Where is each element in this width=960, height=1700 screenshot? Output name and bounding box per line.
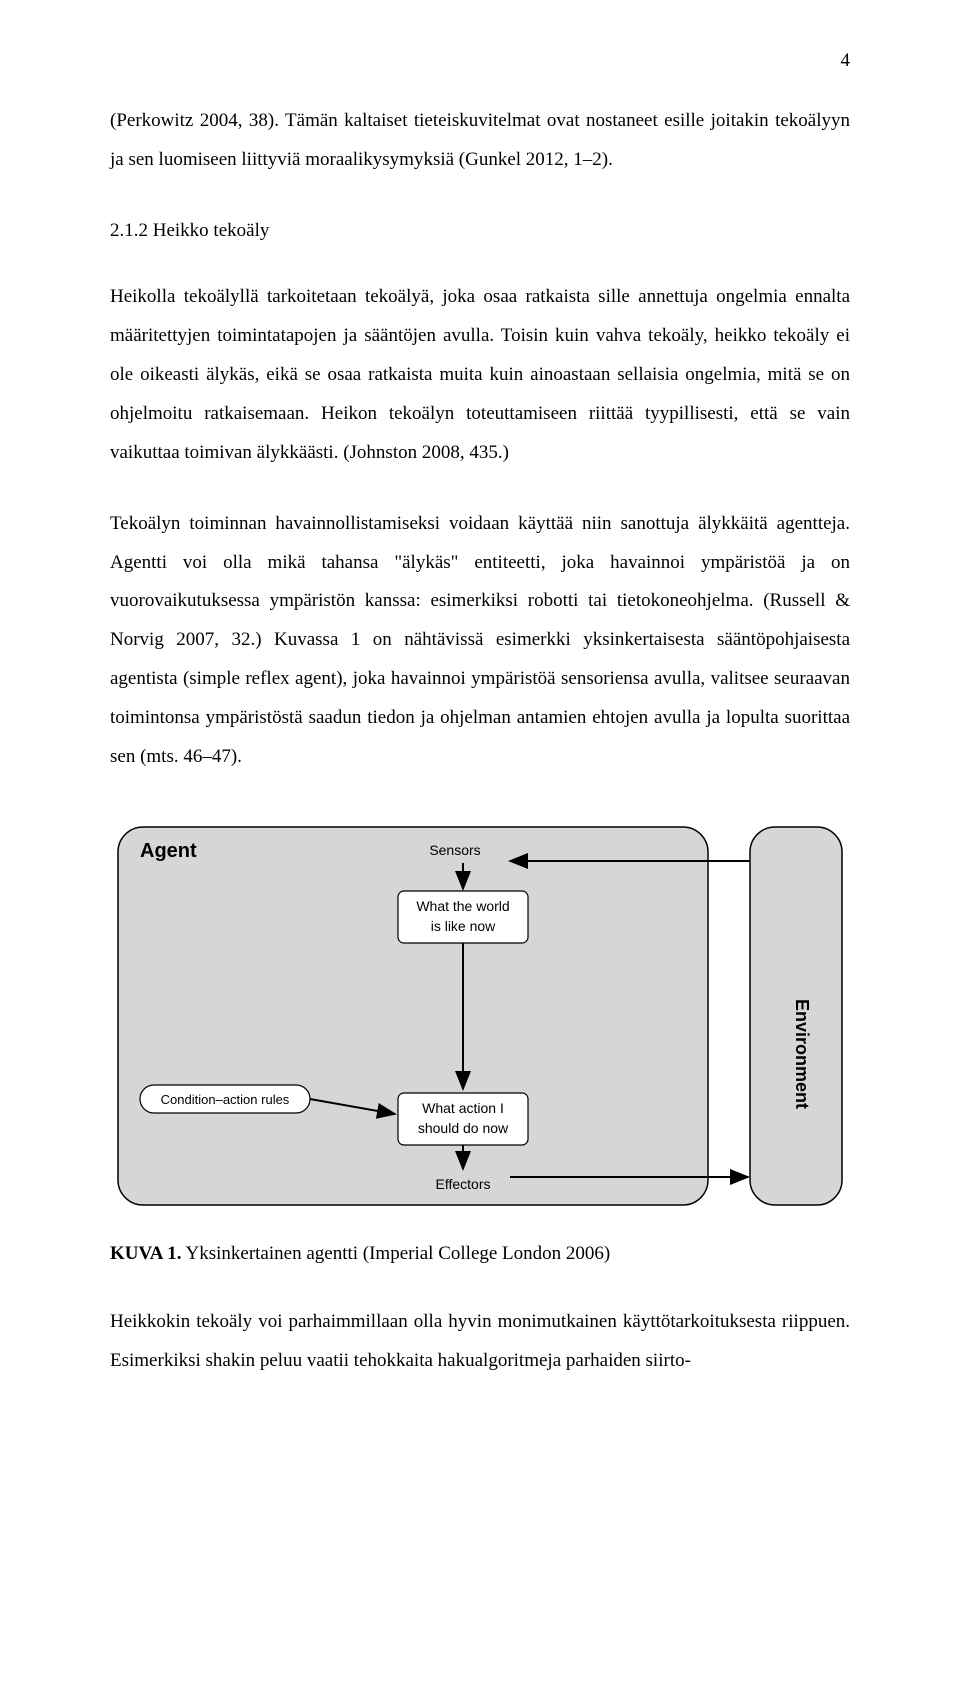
paragraph-1: (Perkowitz 2004, 38). Tämän kaltaiset ti… xyxy=(110,102,850,180)
effectors-label: Effectors xyxy=(436,1176,491,1192)
paragraph-2: Heikolla tekoälyllä tarkoitetaan tekoäly… xyxy=(110,278,850,473)
environment-label: Environment xyxy=(792,999,812,1109)
caption-text: Yksinkertainen agentti (Imperial College… xyxy=(181,1243,610,1264)
sensors-label: Sensors xyxy=(429,842,480,858)
subheading: 2.1.2 Heikko tekoäly xyxy=(110,212,850,250)
paragraph-3: Tekoälyn toiminnan havainnollistamiseksi… xyxy=(110,505,850,778)
action-line2: should do now xyxy=(418,1120,509,1136)
world-state-line2: is like now xyxy=(431,918,496,934)
figure-1-caption: KUVA 1. Yksinkertainen agentti (Imperial… xyxy=(110,1237,850,1271)
action-line1: What action I xyxy=(422,1100,504,1116)
world-state-line1: What the world xyxy=(416,898,509,914)
agent-label: Agent xyxy=(140,840,197,862)
rules-label: Condition–action rules xyxy=(161,1092,290,1107)
agent-container xyxy=(118,827,708,1205)
caption-label: KUVA 1. xyxy=(110,1243,181,1264)
page-number: 4 xyxy=(110,50,850,72)
paragraph-4: Heikkokin tekoäly voi parhaimmillaan oll… xyxy=(110,1303,850,1381)
figure-1-agent-diagram: Agent Environment Sensors What the world… xyxy=(110,809,850,1219)
